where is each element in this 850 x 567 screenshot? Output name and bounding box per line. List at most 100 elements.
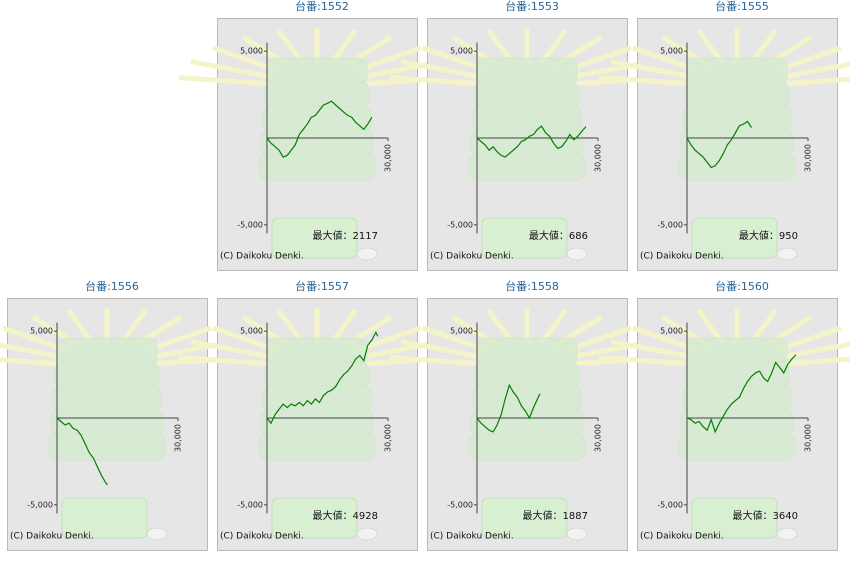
bg-shape xyxy=(271,217,358,259)
bg-shape xyxy=(271,497,358,539)
chart-title: 台番:1553 xyxy=(505,0,559,13)
y-tick-label: 5,000 xyxy=(240,47,263,56)
chart-title: 台番:1552 xyxy=(295,0,349,13)
chart-title: 台番:1557 xyxy=(295,279,349,293)
bg-shape xyxy=(476,337,578,365)
bg-shape xyxy=(684,361,790,389)
bg-shape xyxy=(356,247,378,261)
bg-shape xyxy=(264,361,370,389)
x-tick-label: 30,000 xyxy=(594,144,603,172)
y-tick-label: -5,000 xyxy=(657,500,683,509)
data-line xyxy=(266,100,373,158)
bg-shape xyxy=(262,385,372,413)
bg-shape xyxy=(356,527,378,541)
bg-ray xyxy=(0,342,63,360)
bg-shape xyxy=(680,409,794,437)
bg-shape xyxy=(266,57,368,85)
data-line xyxy=(686,354,797,434)
bg-shape xyxy=(472,385,582,413)
bg-shape xyxy=(476,57,578,85)
y-tick-label: 5,000 xyxy=(660,327,683,336)
y-tick-label: -5,000 xyxy=(237,220,263,229)
bg-ray xyxy=(190,339,273,360)
chart-title: 台番:1560 xyxy=(715,279,769,293)
copyright: (C) Daikoku Denki. xyxy=(430,252,514,262)
bg-shape xyxy=(472,105,582,133)
bg-ray xyxy=(388,355,478,367)
x-tick-label: 30,000 xyxy=(804,424,813,452)
copyright: (C) Daikoku Denki. xyxy=(10,532,94,542)
bg-ray xyxy=(400,339,483,360)
bg-shape xyxy=(684,81,790,109)
chart-panel: 台番:1557 5,000 -5,000 30,000 最大値：4928 (C) Daik… xyxy=(178,279,456,551)
max-value-label: 最大値：2117 xyxy=(313,229,378,242)
chart-title: 台番:1556 xyxy=(85,279,139,293)
bg-shape xyxy=(691,497,778,539)
bg-ray xyxy=(781,61,850,80)
bg-shape xyxy=(682,105,792,133)
copyright: (C) Daikoku Denki. xyxy=(430,532,514,542)
y-tick-label: 5,000 xyxy=(450,327,473,336)
bg-ray xyxy=(598,75,688,87)
bg-shape xyxy=(264,81,370,109)
bg-shape xyxy=(481,217,568,259)
bg-shape xyxy=(54,361,160,389)
bg-shape xyxy=(566,527,588,541)
bg-ray xyxy=(400,59,483,80)
chart-title: 台番:1558 xyxy=(505,279,559,293)
chart-panel: 台番:1560 5,000 -5,000 30,000 最大値：3640 (C) Daik… xyxy=(598,279,850,551)
bg-ray xyxy=(610,339,693,360)
data-line xyxy=(476,125,587,158)
bg-shape xyxy=(56,337,158,365)
x-tick-label: 30,000 xyxy=(384,144,393,172)
bg-shape xyxy=(50,409,164,437)
bg-shape xyxy=(566,247,588,261)
copyright: (C) Daikoku Denki. xyxy=(220,252,304,262)
x-tick-label: 30,000 xyxy=(384,424,393,452)
x-tick-label: 30,000 xyxy=(594,424,603,452)
max-value-label: 最大値：3640 xyxy=(733,509,798,522)
y-tick-label: -5,000 xyxy=(447,500,473,509)
bg-shape xyxy=(52,385,162,413)
bg-shape xyxy=(474,361,580,389)
bg-shape xyxy=(258,153,376,181)
bg-shape xyxy=(61,497,148,539)
y-tick-label: -5,000 xyxy=(447,220,473,229)
x-tick-label: 30,000 xyxy=(174,424,183,452)
x-tick-label: 30,000 xyxy=(804,144,813,172)
bg-shape xyxy=(691,217,778,259)
max-value-label: 最大値：1887 xyxy=(523,509,588,522)
y-tick-label: 5,000 xyxy=(450,47,473,56)
bg-ray xyxy=(786,76,850,87)
bg-shape xyxy=(470,129,584,157)
bg-shape xyxy=(776,527,798,541)
y-tick-label: -5,000 xyxy=(237,500,263,509)
bg-shape xyxy=(468,153,586,181)
bg-ray xyxy=(190,59,273,80)
bg-ray xyxy=(786,356,850,367)
copyright: (C) Daikoku Denki. xyxy=(220,532,304,542)
max-value-label: 最大値：686 xyxy=(529,229,588,242)
bg-shape xyxy=(678,153,796,181)
bg-ray xyxy=(388,75,478,87)
y-tick-label: 5,000 xyxy=(240,327,263,336)
bg-shape xyxy=(266,337,368,365)
data-line xyxy=(476,383,541,433)
bg-shape xyxy=(776,247,798,261)
data-line xyxy=(686,120,753,169)
bg-shape xyxy=(678,433,796,461)
chart-title: 台番:1555 xyxy=(715,0,769,13)
bg-shape xyxy=(146,527,168,541)
bg-shape xyxy=(258,433,376,461)
chart-panel: 台番:1556 5,000 -5,000 30,000 (C) Daikoku Denk… xyxy=(0,279,246,551)
data-line xyxy=(266,331,379,425)
chart-panel: 台番:1555 5,000 -5,000 30,000 最大値：950 (C) Daiko… xyxy=(598,0,850,271)
bg-shape xyxy=(686,337,788,365)
y-tick-label: 5,000 xyxy=(660,47,683,56)
bg-shape xyxy=(686,57,788,85)
bg-shape xyxy=(260,129,374,157)
bg-ray xyxy=(610,59,693,80)
bg-shape xyxy=(481,497,568,539)
